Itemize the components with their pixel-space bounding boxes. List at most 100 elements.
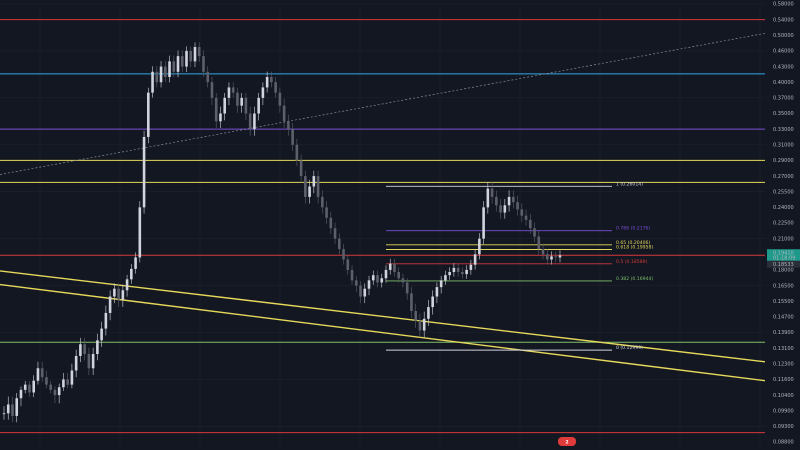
- candle-body: [138, 207, 142, 258]
- candle-body: [337, 238, 341, 250]
- candle-body: [134, 257, 137, 269]
- candle-body: [333, 228, 337, 239]
- candle-body: [121, 290, 125, 300]
- candle-body: [299, 160, 303, 177]
- candle-body: [516, 202, 519, 210]
- candle-body: [380, 278, 384, 283]
- candle-body: [202, 56, 205, 72]
- current-price-countdown: 01:18:09: [773, 256, 795, 262]
- fib-level-label: 0.618 (0.19958): [616, 245, 653, 251]
- grid: [0, 3, 765, 446]
- candle-body: [180, 56, 184, 67]
- candle-body: [189, 50, 193, 62]
- candle-body: [159, 66, 163, 83]
- candle-body: [172, 61, 176, 72]
- candle-body: [401, 278, 405, 283]
- candle-body: [151, 71, 154, 93]
- candle-body: [448, 272, 451, 276]
- candle-body: [91, 354, 95, 369]
- candle-body: [236, 92, 239, 106]
- candle-body: [257, 97, 260, 114]
- candle-body: [185, 50, 188, 67]
- candle-body: [210, 82, 214, 98]
- candle-body: [554, 256, 558, 258]
- candle-body: [23, 384, 27, 390]
- alert-badge[interactable]: 2: [558, 437, 576, 446]
- candle-body: [435, 287, 439, 297]
- candle-body: [270, 77, 273, 83]
- candle-body: [227, 87, 231, 98]
- candle-body: [342, 249, 345, 260]
- candle-body: [482, 207, 485, 239]
- candle-body: [96, 340, 99, 355]
- candle-body: [253, 113, 256, 130]
- secondary-price-label: 0.18533: [773, 262, 794, 268]
- candle-body: [108, 296, 112, 313]
- candle-body: [147, 92, 150, 137]
- price-tick-label: 0.25500: [773, 189, 794, 195]
- candle-body: [57, 387, 61, 396]
- price-tick-label: 0.09300: [773, 424, 794, 430]
- fib-level-label: 1 (0.26014): [616, 181, 643, 187]
- candle-body: [405, 282, 409, 294]
- candle-body: [371, 275, 375, 281]
- price-tick-label: 0.40000: [773, 80, 794, 86]
- price-axis-background: [765, 0, 800, 450]
- fib-level-label: 0.65 (0.20406): [616, 240, 650, 246]
- candle-body: [66, 379, 69, 385]
- candle-body: [486, 188, 490, 208]
- price-tick-label: 0.37000: [773, 96, 794, 102]
- price-tick-label: 0.29000: [773, 158, 794, 164]
- candle-body: [312, 176, 316, 187]
- candle-body: [329, 217, 333, 229]
- price-tick-label: 0.21000: [773, 236, 794, 242]
- candle-body: [244, 97, 248, 114]
- candle-body: [308, 186, 311, 197]
- candle-body: [197, 47, 201, 57]
- candle-body: [545, 254, 549, 260]
- candle-body: [465, 269, 468, 275]
- price-tick-label: 0.43000: [773, 64, 794, 70]
- candle-body: [79, 344, 82, 356]
- fib-level-label: 0.5 (0.18589): [616, 259, 648, 265]
- candle-body: [418, 320, 422, 331]
- candle-body: [223, 97, 227, 114]
- candle-body: [240, 97, 243, 106]
- candle-body: [261, 87, 265, 98]
- current-price-badge[interactable]: [767, 249, 800, 262]
- fib-level-label: 0 (0.12999): [616, 345, 643, 351]
- price-tick-label: 0.35000: [773, 111, 794, 117]
- candle-body: [528, 219, 532, 229]
- price-tick-label: 0.24000: [773, 205, 794, 211]
- trend-line: [0, 283, 766, 382]
- price-tick-label: 0.13100: [773, 346, 794, 352]
- candle-body: [512, 196, 515, 203]
- candle-body: [439, 280, 443, 288]
- candle-body: [384, 269, 388, 279]
- price-tick-label: 0.10400: [773, 393, 794, 399]
- candle-body: [163, 66, 167, 77]
- price-tick-label: 0.09900: [773, 408, 794, 414]
- price-tick-label: 0.22500: [773, 221, 794, 227]
- candle-body: [452, 267, 456, 273]
- candle-body: [431, 296, 434, 308]
- candle-body: [278, 92, 282, 106]
- price-tick-label: 0.18000: [773, 268, 794, 274]
- candle-body: [70, 370, 74, 385]
- candle-body: [350, 269, 354, 281]
- candle-body: [325, 207, 328, 218]
- candle-body: [397, 272, 401, 279]
- candle-body: [427, 307, 430, 319]
- candle-body: [2, 413, 6, 415]
- candle-body: [117, 288, 120, 300]
- candle-body: [19, 389, 23, 399]
- current-price-label: 0.19410: [773, 250, 794, 256]
- candle-body: [231, 87, 235, 93]
- candle-body: [28, 384, 31, 393]
- price-axis[interactable]: 0.58000 0.54000 0.50000 0.46000 0.43000 0.400…: [765, 0, 800, 450]
- secondary-price-badge[interactable]: [767, 260, 800, 268]
- badge-pill[interactable]: [558, 437, 576, 446]
